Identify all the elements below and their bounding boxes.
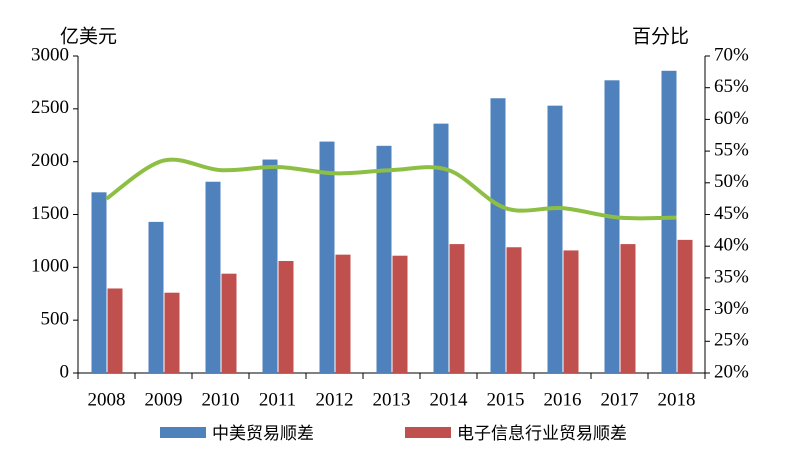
bar [604, 80, 620, 373]
legend-label: 电子信息行业贸易顺差 [457, 424, 627, 444]
x-tick-label: 2014 [430, 389, 469, 410]
legend-label: 中美贸易顺差 [212, 424, 314, 444]
x-tick-label: 2009 [145, 389, 183, 410]
y-tick-label: 2500 [31, 97, 69, 118]
y-tick-label: 2000 [31, 150, 69, 171]
bar [563, 250, 579, 373]
y2-tick-label: 60% [714, 108, 749, 129]
x-tick-label: 2013 [373, 389, 411, 410]
x-tick-label: 2008 [88, 389, 126, 410]
y2-tick-label: 70% [714, 44, 749, 65]
bar [262, 159, 278, 373]
x-tick-label: 2018 [658, 389, 696, 410]
legend-swatch [160, 427, 206, 438]
bar [164, 292, 180, 373]
bar [205, 181, 221, 373]
bar [221, 273, 237, 373]
bar [278, 260, 294, 373]
x-tick-label: 2012 [316, 389, 354, 410]
bar [547, 105, 563, 373]
bar [392, 255, 408, 373]
y-tick-label: 0 [60, 361, 70, 382]
y2-tick-label: 30% [714, 298, 749, 319]
bar [677, 239, 693, 373]
y2-tick-label: 25% [714, 330, 749, 351]
y-tick-label: 500 [41, 309, 70, 330]
y-axis-label: 亿美元 [60, 25, 117, 47]
bar [91, 192, 107, 373]
x-tick-label: 2016 [544, 389, 582, 410]
y2-tick-label: 20% [714, 361, 749, 382]
line [105, 157, 677, 221]
y-tick-label: 1500 [31, 203, 69, 224]
legend-swatch [405, 427, 451, 438]
bar [661, 70, 677, 373]
bar [148, 221, 164, 373]
bar [490, 98, 506, 374]
y2-tick-label: 35% [714, 266, 749, 287]
y2-tick-label: 45% [714, 203, 749, 224]
bar [449, 244, 465, 373]
y2-tick-label: 40% [714, 235, 749, 256]
x-tick-label: 2010 [202, 389, 240, 410]
bar [107, 288, 123, 373]
y2-axis-label: 百分比 [632, 25, 689, 47]
y2-tick-label: 55% [714, 139, 749, 160]
bar [335, 254, 351, 373]
bar [433, 123, 449, 373]
x-tick-label: 2017 [601, 389, 639, 410]
bar [620, 244, 636, 373]
bar [506, 247, 522, 373]
x-tick-label: 2011 [259, 389, 296, 410]
bar [319, 141, 335, 373]
y2-tick-label: 50% [714, 171, 749, 192]
x-tick-label: 2015 [487, 389, 525, 410]
bar [376, 145, 392, 373]
y-tick-label: 1000 [31, 256, 69, 277]
y2-tick-label: 65% [714, 76, 749, 97]
y-tick-label: 3000 [31, 44, 69, 65]
